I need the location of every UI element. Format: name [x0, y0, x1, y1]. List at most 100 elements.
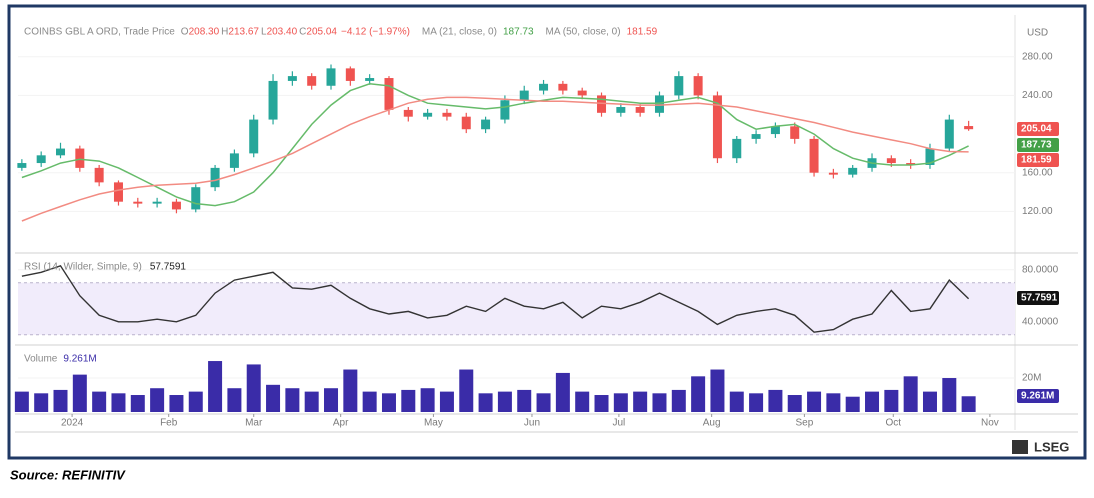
candle-body	[75, 148, 85, 168]
source: Source: REFINITIV	[10, 467, 126, 482]
logo: LSEG	[1034, 439, 1069, 454]
candle-body	[384, 78, 394, 110]
volume-bar	[266, 384, 281, 412]
volume-bar	[671, 389, 686, 412]
volume-bar	[72, 374, 87, 412]
volume-bar	[497, 391, 512, 412]
volume-bar	[807, 391, 822, 412]
candle-body	[345, 68, 355, 81]
volume-bar	[845, 396, 860, 412]
volume-bar	[884, 389, 899, 412]
y-tick-label: 40.0000	[1022, 316, 1059, 327]
candle-body	[268, 80, 278, 120]
volume-bar	[942, 378, 957, 412]
legend-text: 9.261M	[63, 354, 96, 365]
rsi-tag-box	[1017, 291, 1059, 305]
candle-body	[307, 76, 317, 86]
candle-body	[500, 100, 510, 120]
candle-body	[964, 126, 974, 130]
candle-body	[558, 83, 568, 91]
volume-bar	[34, 393, 49, 412]
rsi-band	[18, 282, 1015, 335]
legend-text: 203.40	[267, 27, 298, 38]
volume-bar	[691, 376, 706, 412]
candle-body	[886, 158, 896, 164]
legend-text: H	[221, 27, 228, 38]
candle-body	[113, 182, 123, 202]
candle-body	[94, 167, 104, 183]
candle-body	[539, 83, 549, 91]
candle-body	[712, 95, 722, 159]
rsi-line	[21, 264, 970, 333]
volume-bar	[594, 395, 609, 412]
volume-bar	[749, 393, 764, 412]
candle-body	[674, 76, 684, 96]
x-tick-label: Feb	[160, 418, 178, 429]
candle-body	[171, 201, 181, 210]
volume-bar	[459, 369, 474, 412]
volume-bar	[285, 388, 300, 412]
volume-bar	[420, 388, 435, 412]
candle-body	[36, 155, 46, 164]
volume-bar	[324, 388, 339, 412]
x-tick-label: Apr	[333, 418, 349, 429]
logo-icon	[1012, 440, 1028, 454]
x-tick-label: 2024	[61, 418, 84, 429]
candle-body	[944, 119, 954, 149]
volume-tag: 9.261M	[1021, 391, 1054, 402]
x-tick-label: Jun	[524, 418, 540, 429]
volume-bar	[922, 391, 937, 412]
candle-body	[693, 76, 703, 96]
volume-bar	[865, 391, 880, 412]
legend-text: L	[261, 27, 267, 38]
x-tick-label: Sep	[795, 418, 813, 429]
candle-body	[925, 148, 935, 165]
volume-bar	[633, 391, 648, 412]
volume-bar	[304, 391, 319, 412]
volume-bar	[652, 393, 667, 412]
y-tick-label: 160.00	[1022, 167, 1053, 178]
volume-bar	[14, 391, 29, 412]
price-tag-box	[1017, 122, 1059, 136]
candle-body	[616, 107, 626, 113]
candle-body	[152, 201, 162, 204]
rsi-tag: 57.7591	[1021, 293, 1058, 304]
volume-bar	[227, 388, 242, 412]
legend-text: 213.67	[228, 27, 259, 38]
volume-tag-box	[1017, 389, 1059, 403]
legend-text: MA (50, close, 0)	[546, 27, 621, 38]
volume-bar	[130, 395, 145, 412]
candle-body	[191, 187, 201, 210]
volume-bar	[903, 376, 918, 412]
candle-body	[848, 167, 858, 175]
ma21-tag: 187.73	[1021, 140, 1052, 151]
y-tick-label: 280.00	[1022, 51, 1053, 62]
volume-bar	[53, 389, 68, 412]
volume-bar	[517, 389, 532, 412]
candle-body	[442, 112, 452, 117]
ma-line	[21, 96, 969, 222]
y-tick-label: 80.0000	[1022, 264, 1059, 275]
ma50-tag: 181.59	[1021, 155, 1052, 166]
y-tick-label: 120.00	[1022, 206, 1053, 217]
ma50-tag-box	[1017, 153, 1059, 167]
volume-bar	[169, 395, 184, 412]
price-tag: 205.04	[1021, 124, 1052, 135]
volume-bar	[613, 393, 628, 412]
volume-bar	[536, 393, 551, 412]
candle-body	[481, 119, 491, 130]
candle-body	[326, 68, 336, 86]
volume-bar	[575, 391, 590, 412]
volume-bar	[150, 388, 165, 412]
candle-body	[809, 138, 819, 173]
volume-bar	[188, 391, 203, 412]
candle-body	[56, 148, 66, 156]
candle-body	[365, 78, 375, 81]
volume-bar	[710, 369, 725, 412]
candle-body	[751, 134, 761, 139]
ma21-tag-box	[1017, 138, 1059, 152]
volume-bar	[826, 393, 841, 412]
legend-text: Volume	[24, 354, 58, 365]
candle-body	[210, 167, 220, 188]
